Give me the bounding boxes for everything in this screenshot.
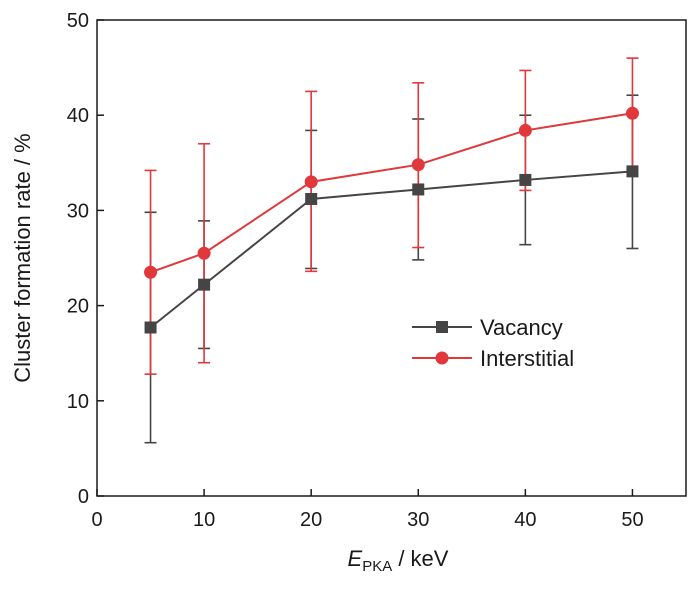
error-bars: [144, 57, 639, 444]
vacancy-point: [144, 321, 157, 334]
vacancy-point: [412, 183, 425, 196]
x-axis-title: EPKA / keV: [348, 546, 449, 575]
vacancy-line: [149, 170, 633, 329]
interstitial-point: [625, 106, 639, 120]
y-axis-title: Cluster formation rate / %: [10, 133, 35, 382]
x-tick-label: 30: [407, 509, 429, 531]
x-tick-label: 20: [300, 509, 322, 531]
x-axis-title-unit: / keV: [392, 546, 449, 571]
interstitial-point: [411, 158, 425, 172]
vacancy-point: [519, 173, 532, 186]
x-tick-label: 10: [193, 509, 215, 531]
y-axis: 0 10 20 30 40 50: [67, 10, 104, 508]
y-tick-label: 10: [67, 391, 89, 413]
legend: Vacancy Interstitial: [412, 315, 574, 371]
vacancy-point: [198, 278, 211, 291]
legend-interstitial-marker: [435, 351, 449, 365]
x-axis-title-subscript: PKA: [362, 558, 392, 575]
y-tick-label: 30: [67, 200, 89, 222]
interstitial-point: [144, 265, 158, 279]
plot-frame: [96, 19, 687, 497]
legend-interstitial-label: Interstitial: [480, 346, 574, 371]
legend-vacancy-label: Vacancy: [480, 315, 563, 340]
interstitial-point: [518, 123, 532, 137]
interstitial-point: [197, 246, 211, 260]
vacancy-point: [305, 192, 318, 205]
interstitial-line: [150, 112, 633, 274]
x-tick-label: 50: [621, 509, 643, 531]
legend-vacancy-marker: [436, 321, 448, 333]
y-tick-label: 40: [67, 105, 89, 127]
y-tick-label: 0: [78, 486, 89, 508]
series-lines: [149, 112, 633, 329]
x-tick-label: 0: [91, 509, 102, 531]
series-markers: [144, 106, 639, 334]
x-axis: 0 10 20 30 40 50: [91, 489, 644, 531]
interstitial-point: [304, 175, 318, 189]
x-axis-title-symbol: E: [348, 546, 363, 571]
y-tick-label: 50: [67, 10, 89, 32]
x-tick-label: 40: [514, 509, 536, 531]
vacancy-point: [626, 165, 639, 178]
y-tick-label: 20: [67, 296, 89, 318]
